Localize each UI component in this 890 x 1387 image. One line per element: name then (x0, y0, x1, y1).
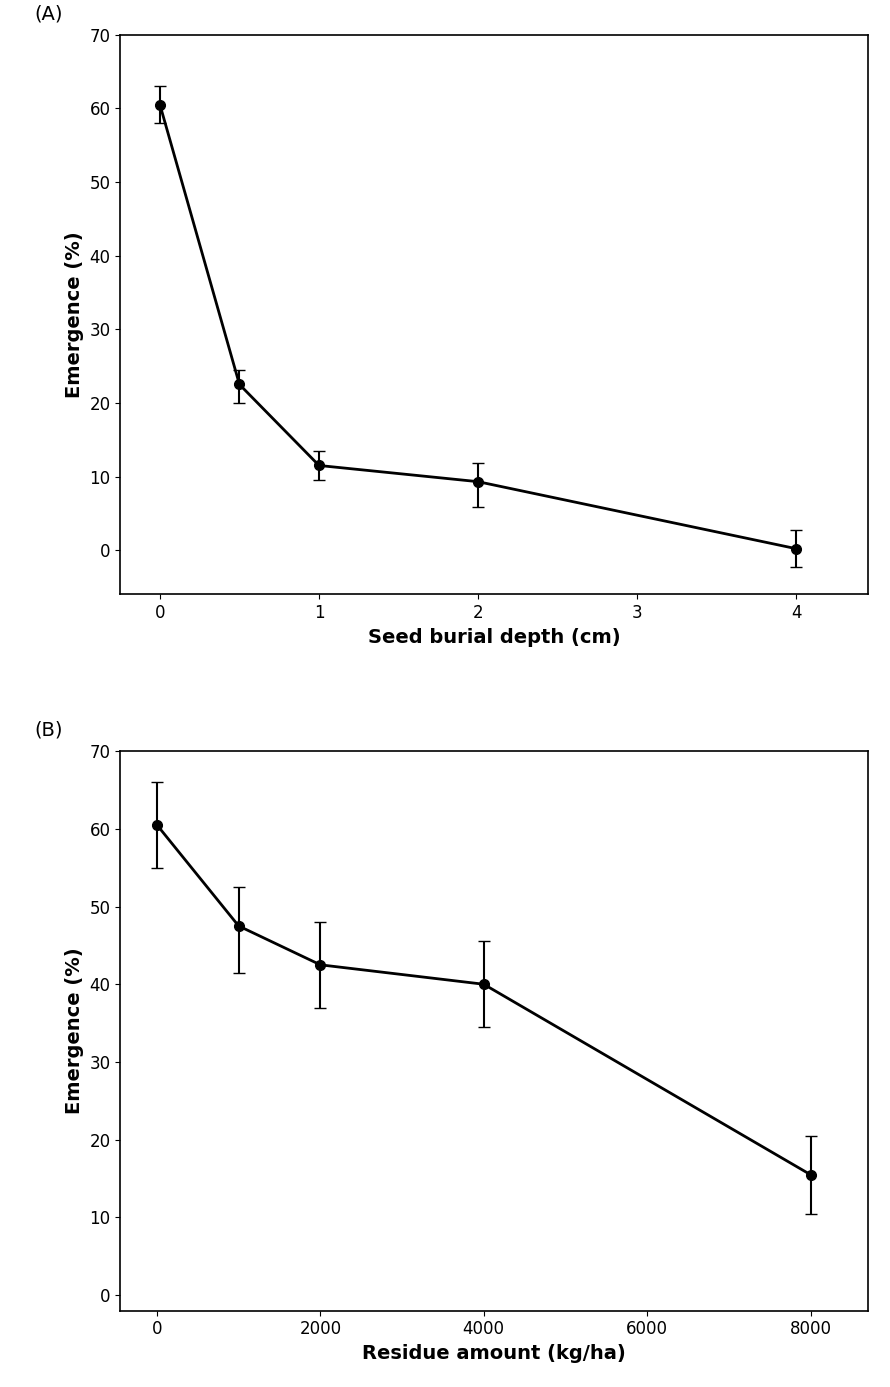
Text: (A): (A) (34, 4, 62, 24)
Text: (B): (B) (34, 721, 62, 739)
X-axis label: Seed burial depth (cm): Seed burial depth (cm) (368, 628, 620, 646)
X-axis label: Residue amount (kg/ha): Residue amount (kg/ha) (362, 1344, 626, 1363)
Y-axis label: Emergence (%): Emergence (%) (65, 232, 84, 398)
Y-axis label: Emergence (%): Emergence (%) (65, 947, 84, 1114)
